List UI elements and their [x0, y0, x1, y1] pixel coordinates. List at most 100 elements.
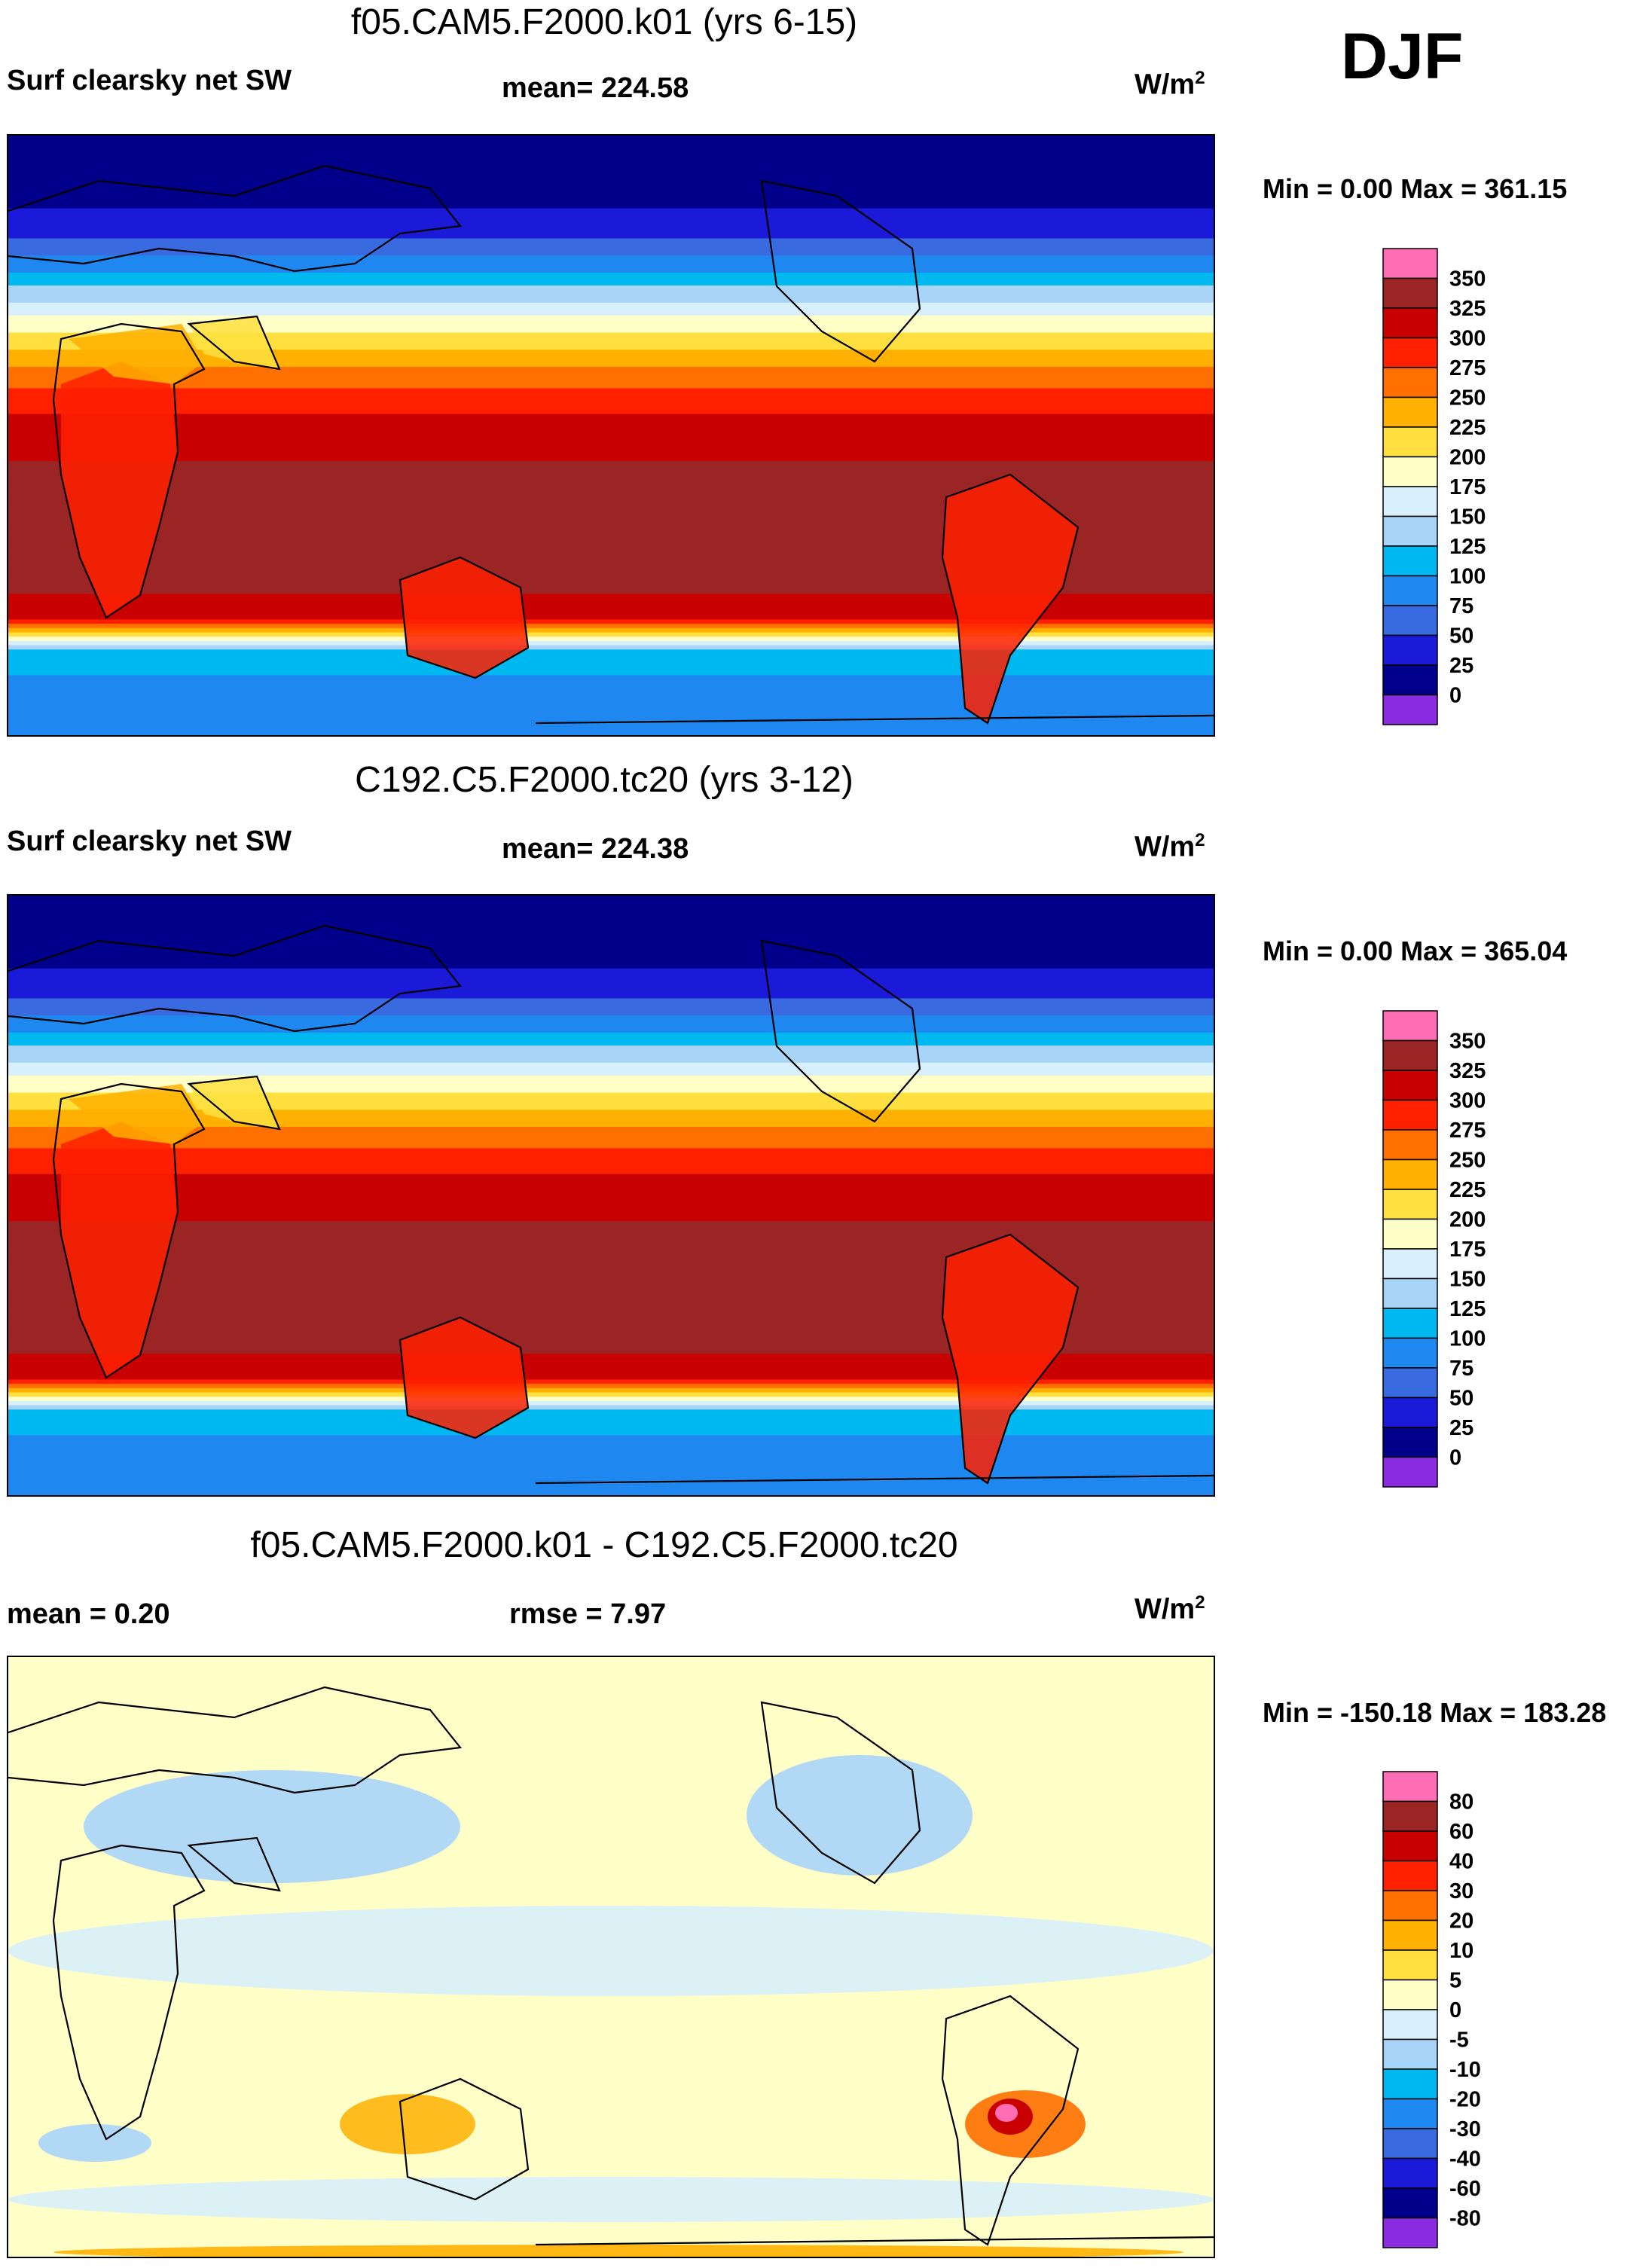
- zonal-band: [8, 1427, 1214, 1432]
- panel-2-map: [7, 894, 1215, 1497]
- panel-3-map-plot: [8, 1657, 1214, 2257]
- colorbar-tick-label: 20: [1449, 1909, 1474, 1934]
- zonal-band: [8, 658, 1214, 664]
- coastline: [941, 473, 1080, 725]
- zonal-band: [8, 495, 1214, 501]
- colorbar-swatch: [1382, 307, 1438, 339]
- zonal-band: [8, 998, 1214, 1004]
- zonal-band: [8, 187, 1214, 192]
- anomaly-region: [53, 2245, 1183, 2257]
- zonal-band: [8, 546, 1214, 552]
- coastline: [941, 1233, 1080, 1485]
- colorbar-tick-label: 225: [1449, 1178, 1486, 1202]
- zonal-band: [8, 1079, 1214, 1085]
- zonal-band: [8, 679, 1214, 685]
- zonal-band: [8, 981, 1214, 987]
- zonal-band: [8, 1238, 1214, 1244]
- zonal-band: [8, 533, 1214, 539]
- zonal-band: [8, 1092, 1214, 1098]
- colorbar-tick-label: 200: [1449, 1208, 1486, 1232]
- panel-3-colorbar: 80 60 40 30 20 10 5 0 -5 -10 -20 -30 -40 -60 -80: [1382, 1771, 1549, 2254]
- zonal-band: [8, 1247, 1214, 1252]
- zonal-band: [8, 281, 1214, 286]
- zonal-band: [8, 1110, 1214, 1115]
- colorbar-tick-label: 200: [1449, 446, 1486, 470]
- colorbar-tick-label: 0: [1449, 684, 1461, 708]
- land-region: [189, 1076, 279, 1129]
- panel-3-units-exponent: 2: [1195, 1592, 1205, 1613]
- zonal-band: [8, 1328, 1214, 1333]
- colorbar-swatch: [1382, 396, 1438, 428]
- zonal-band: [8, 208, 1214, 214]
- zonal-band: [8, 1448, 1214, 1454]
- zonal-band: [8, 1430, 1214, 1436]
- colorbar-tick-label: 0: [1449, 1998, 1461, 2022]
- zonal-band: [8, 307, 1214, 313]
- colorbar-tick-label: 0: [1449, 1446, 1461, 1470]
- panel-1-minmax-label: Min = 0.00 Max = 361.15: [1263, 173, 1568, 204]
- zonal-band: [8, 1422, 1214, 1428]
- zonal-band: [8, 439, 1214, 445]
- coastline: [8, 924, 463, 1033]
- zonal-band: [8, 1156, 1214, 1162]
- zonal-band: [8, 929, 1214, 936]
- panel-3-rmse-label: rmse = 7.97: [509, 1598, 667, 1630]
- zonal-band: [8, 225, 1214, 231]
- panel-2-units-exponent: 2: [1195, 830, 1205, 850]
- zonal-band: [8, 1465, 1214, 1470]
- panel-3-units-label: W/m2: [1135, 1592, 1205, 1626]
- zonal-band: [8, 632, 1214, 638]
- zonal-band: [8, 977, 1214, 982]
- zonal-band: [8, 1234, 1214, 1239]
- zonal-band: [8, 619, 1214, 625]
- zonal-band: [8, 1006, 1214, 1012]
- zonal-band: [8, 1212, 1214, 1218]
- zonal-band: [8, 1306, 1214, 1312]
- colorbar-swatch: [1382, 2098, 1438, 2129]
- zonal-band: [8, 576, 1214, 582]
- zonal-band: [8, 221, 1214, 227]
- zonal-band: [8, 1071, 1214, 1076]
- zonal-band: [8, 1135, 1214, 1141]
- zonal-band: [8, 615, 1214, 621]
- colorbar-swatch: [1382, 486, 1438, 517]
- zonal-band: [8, 912, 1214, 918]
- zonal-band: [8, 1191, 1214, 1196]
- zonal-band: [8, 482, 1214, 488]
- zonal-band: [8, 1105, 1214, 1111]
- zonal-band: [8, 990, 1214, 995]
- zonal-band: [8, 1358, 1214, 1363]
- zonal-band: [8, 1140, 1214, 1145]
- zonal-band: [8, 1204, 1214, 1210]
- panel-3-minmax-label: Min = -150.18 Max = 183.28: [1263, 1697, 1607, 1728]
- zonal-band: [8, 1174, 1214, 1180]
- zonal-band: [8, 1379, 1214, 1385]
- colorbar-swatch: [1382, 1771, 1438, 1802]
- zonal-band: [8, 1259, 1214, 1265]
- zonal-band: [8, 1041, 1214, 1046]
- colorbar-swatch: [1382, 664, 1438, 696]
- zonal-band: [8, 461, 1214, 466]
- zonal-band: [8, 1186, 1214, 1192]
- zonal-band: [8, 951, 1214, 957]
- colorbar-swatch: [1382, 1248, 1438, 1280]
- zonal-band: [8, 1392, 1214, 1398]
- coastline: [941, 1995, 1080, 2246]
- zonal-band: [8, 444, 1214, 450]
- zonal-band: [8, 358, 1214, 364]
- zonal-band: [8, 1161, 1214, 1167]
- colorbar-tick-label: -60: [1449, 2177, 1481, 2201]
- zonal-band: [8, 1263, 1214, 1269]
- zonal-band: [8, 371, 1214, 377]
- zonal-band: [8, 195, 1214, 201]
- zonal-band: [8, 942, 1214, 948]
- zonal-band: [8, 503, 1214, 509]
- zonal-band: [8, 1371, 1214, 1376]
- anomaly-region: [8, 2177, 1214, 2222]
- zonal-band: [8, 1032, 1214, 1038]
- colorbar-swatch: [1382, 1189, 1438, 1220]
- zonal-band: [8, 968, 1214, 974]
- colorbar-tick-label: 100: [1449, 1327, 1486, 1351]
- colorbar-tick-label: -80: [1449, 2207, 1481, 2231]
- zonal-band: [8, 667, 1214, 672]
